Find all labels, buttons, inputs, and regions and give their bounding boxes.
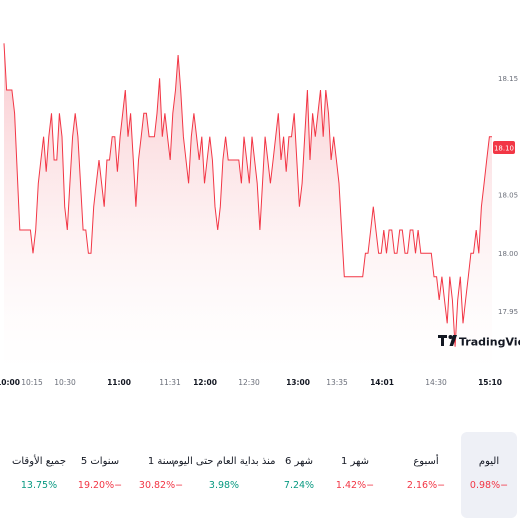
- x-tick-label: 10:30: [54, 378, 76, 387]
- period-change-value: 30.82%−: [138, 480, 184, 491]
- y-tick-label: 18.15: [498, 75, 518, 83]
- period-button[interactable]: 1 سنة 30.82%−: [133, 432, 189, 518]
- tradingview-wordmark: TradingView: [459, 336, 520, 349]
- last-price-tag: 18.10: [493, 141, 515, 154]
- period-label: 1 شهر: [340, 456, 370, 467]
- period-button[interactable]: جميع الأوقات 13.75%: [11, 432, 67, 518]
- period-change-value: 0.98%−: [469, 480, 509, 491]
- tradingview-icon: [438, 335, 457, 346]
- x-tick-label: 11:00: [107, 378, 131, 387]
- period-label: 6 شهر: [284, 456, 314, 467]
- period-change-value: 13.75%: [20, 480, 58, 491]
- period-label: 5 سنوات: [80, 456, 120, 467]
- price-line: [3, 43, 492, 347]
- period-label: جميع الأوقات: [11, 456, 67, 467]
- period-change-value: 7.24%: [283, 480, 315, 491]
- period-label: منذ بداية العام حتى اليوم: [172, 456, 276, 467]
- y-tick-label: 18.05: [498, 192, 518, 200]
- period-button[interactable]: منذ بداية العام حتى اليوم 3.98%: [173, 432, 276, 518]
- price-area: [4, 43, 492, 371]
- x-tick-label: 10:15: [21, 378, 43, 387]
- x-tick-label: 13:35: [326, 378, 348, 387]
- period-change-value: 3.98%: [208, 480, 240, 491]
- performance-periods: جميع الأوقات 13.75% 5 سنوات 19.20%− 1 سنة 30.…: [0, 432, 520, 520]
- period-change-value: 1.42%−: [335, 480, 375, 491]
- period-button[interactable]: 5 سنوات 19.20%−: [72, 432, 128, 518]
- x-tick-label: 10:00: [0, 378, 20, 387]
- period-label: أسبوع: [413, 456, 439, 467]
- period-button[interactable]: 6 شهر 7.24%: [271, 432, 327, 518]
- y-tick-label: 17.95: [498, 308, 518, 316]
- x-tick-label: 14:30: [425, 378, 447, 387]
- y-axis: 18.15 18.05 18.00 17.95: [498, 75, 518, 316]
- period-change-value: 2.16%−: [406, 480, 446, 491]
- period-button[interactable]: 1 شهر 1.42%−: [327, 432, 383, 518]
- x-tick-label: 12:30: [238, 378, 260, 387]
- y-tick-label: 18.00: [498, 250, 518, 258]
- x-tick-label: 14:01: [370, 378, 394, 387]
- x-tick-label: 15:10: [478, 378, 502, 387]
- period-change-value: 19.20%−: [77, 480, 123, 491]
- x-tick-label: 12:00: [193, 378, 217, 387]
- last-price-label: 18.10: [494, 145, 514, 153]
- period-button[interactable]: اليوم 0.98%−: [461, 432, 517, 518]
- tradingview-logo[interactable]: TradingView: [438, 335, 520, 349]
- period-button[interactable]: أسبوع 2.16%−: [398, 432, 454, 518]
- period-label: اليوم: [478, 456, 500, 467]
- period-label: 1 سنة: [147, 456, 175, 467]
- x-tick-label: 11:31: [159, 378, 181, 387]
- x-tick-label: 13:00: [286, 378, 310, 387]
